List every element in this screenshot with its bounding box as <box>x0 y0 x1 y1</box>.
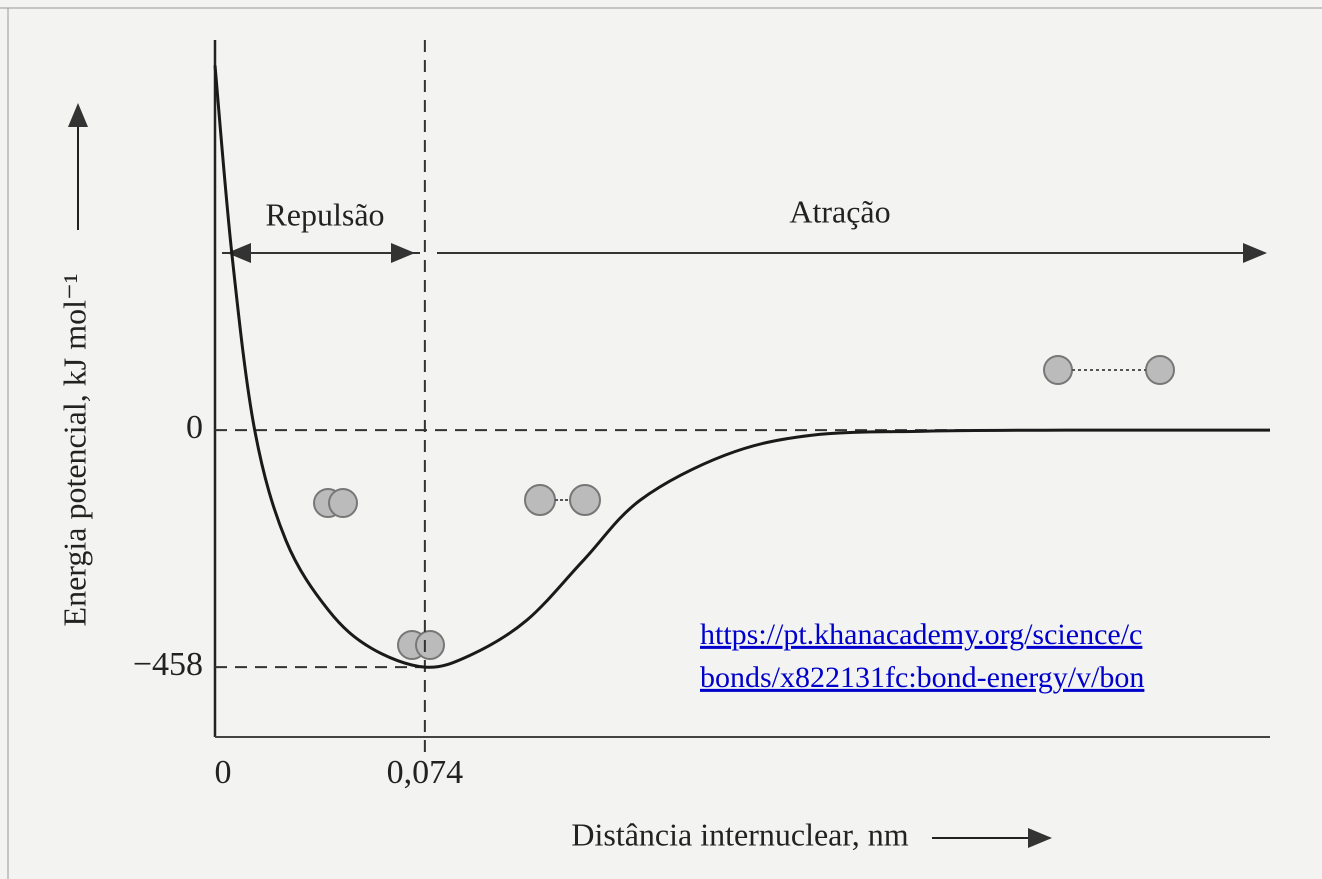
y-tick-label: 0 <box>186 409 203 446</box>
x-tick-label: 0 <box>215 754 232 791</box>
source-link[interactable]: https://pt.khanacademy.org/science/c <box>700 618 1142 651</box>
molecule-icons <box>314 356 1174 659</box>
chart: Repulsão Atração Distância internuclear,… <box>0 0 1322 879</box>
page: {"chart_data": {"type": "line", "x_label… <box>0 0 1322 879</box>
x-axis-label: Distância internuclear, nm <box>571 816 908 852</box>
x-tick-label: 0,074 <box>387 754 464 791</box>
source-link[interactable]: bonds/x822131fc:bond-energy/v/bon <box>700 661 1144 694</box>
annotation: Repulsão <box>265 196 384 232</box>
annotation: Atração <box>789 193 890 229</box>
energy-curve <box>215 65 1270 667</box>
y-tick-label: −458 <box>133 646 203 683</box>
y-axis-label: Energia potencial, kJ mol⁻¹ <box>56 274 92 627</box>
